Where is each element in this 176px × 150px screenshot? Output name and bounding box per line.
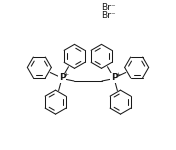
- Text: Br⁻: Br⁻: [101, 12, 115, 21]
- Text: +: +: [115, 72, 121, 76]
- Text: Br⁻: Br⁻: [101, 3, 115, 12]
- Text: P: P: [111, 74, 117, 82]
- Text: P: P: [59, 74, 65, 82]
- Text: +: +: [63, 72, 69, 76]
